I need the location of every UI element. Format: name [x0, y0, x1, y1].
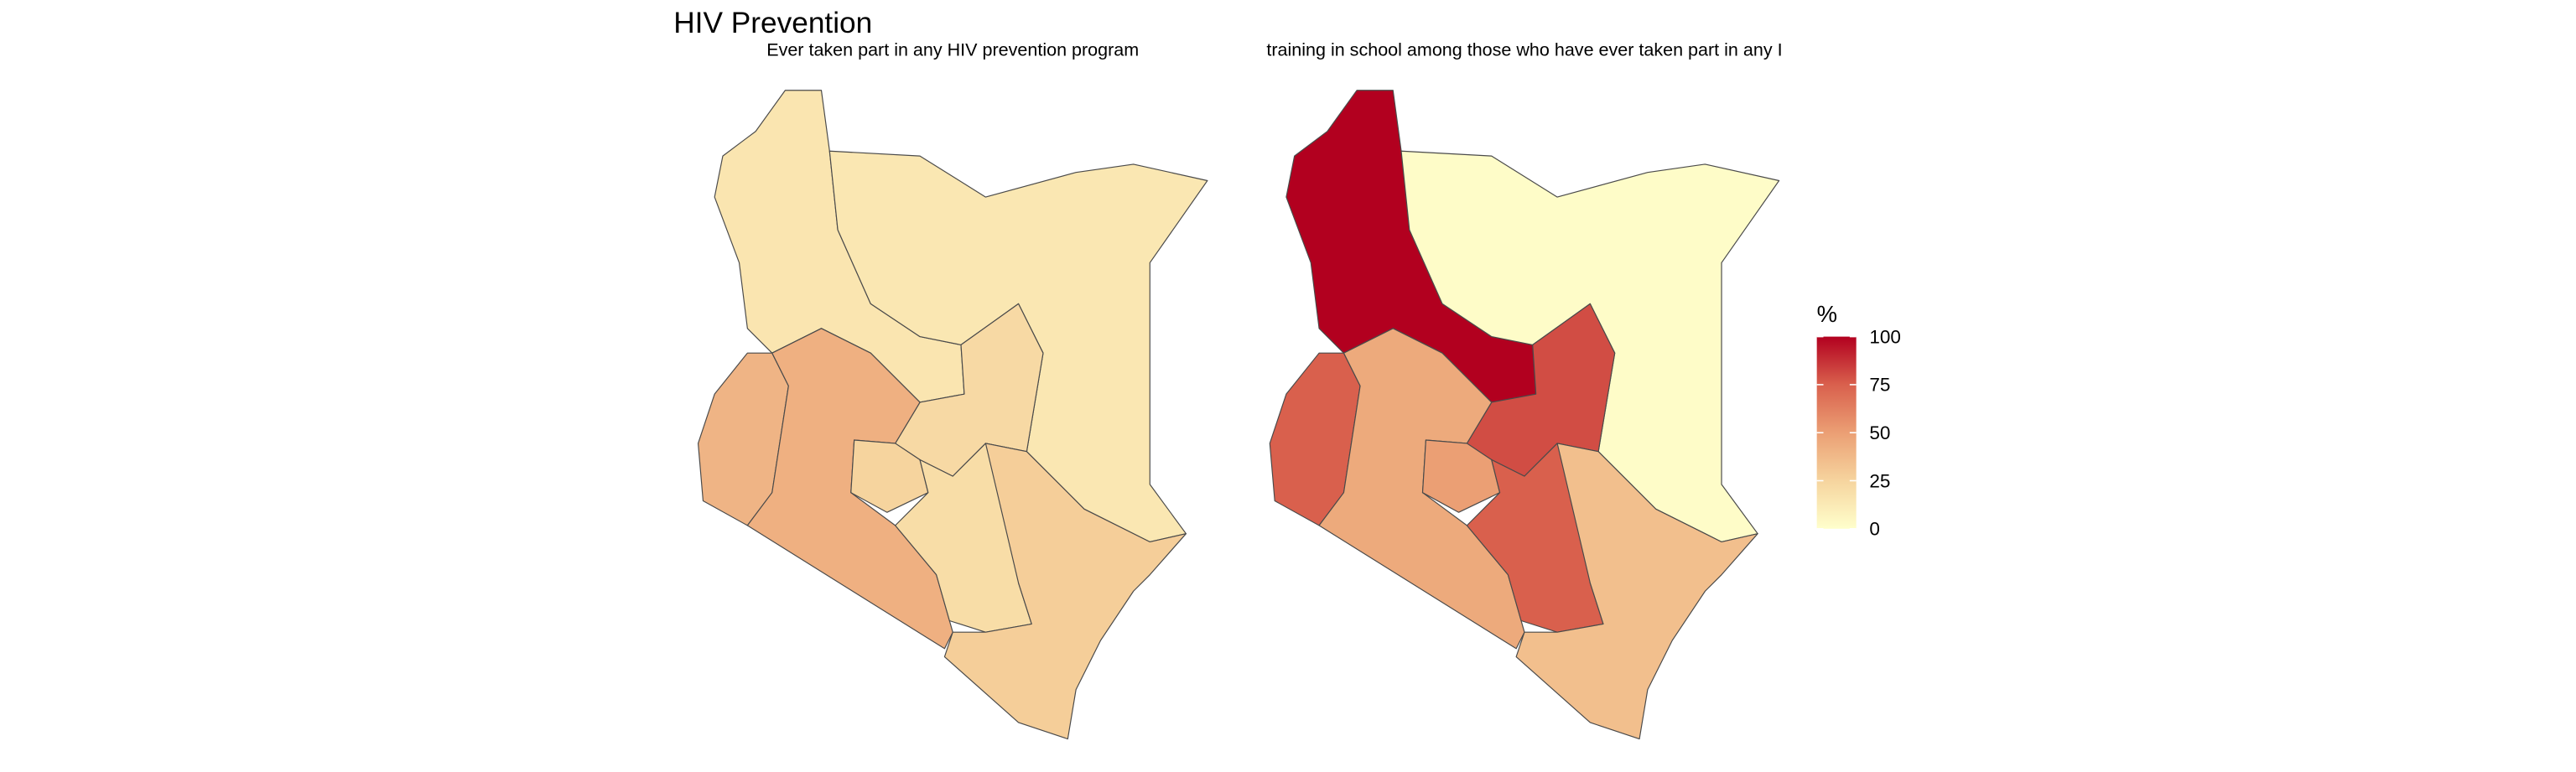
- legend-tick-label: 25: [1869, 470, 1890, 491]
- legend-tick-label: 0: [1869, 519, 1880, 540]
- legend-tick-label: 50: [1869, 422, 1890, 443]
- figure-title: HIV Prevention: [673, 7, 872, 39]
- region: [943, 443, 1187, 740]
- panel-subtitle: training in school among those who have …: [1266, 40, 1782, 60]
- legend-tick-label: 75: [1869, 375, 1890, 396]
- map-panel: Ever taken part in any HIV prevention pr…: [697, 40, 1208, 740]
- map-panel: training in school among those who have …: [1266, 40, 1783, 740]
- region: [1515, 443, 1758, 740]
- legend-tick-label: 100: [1869, 326, 1901, 347]
- panel-subtitle: Ever taken part in any HIV prevention pr…: [766, 40, 1139, 60]
- map-area: HIV Prevention Ever taken part in any HI…: [673, 7, 1901, 740]
- legend-title: %: [1817, 301, 1837, 327]
